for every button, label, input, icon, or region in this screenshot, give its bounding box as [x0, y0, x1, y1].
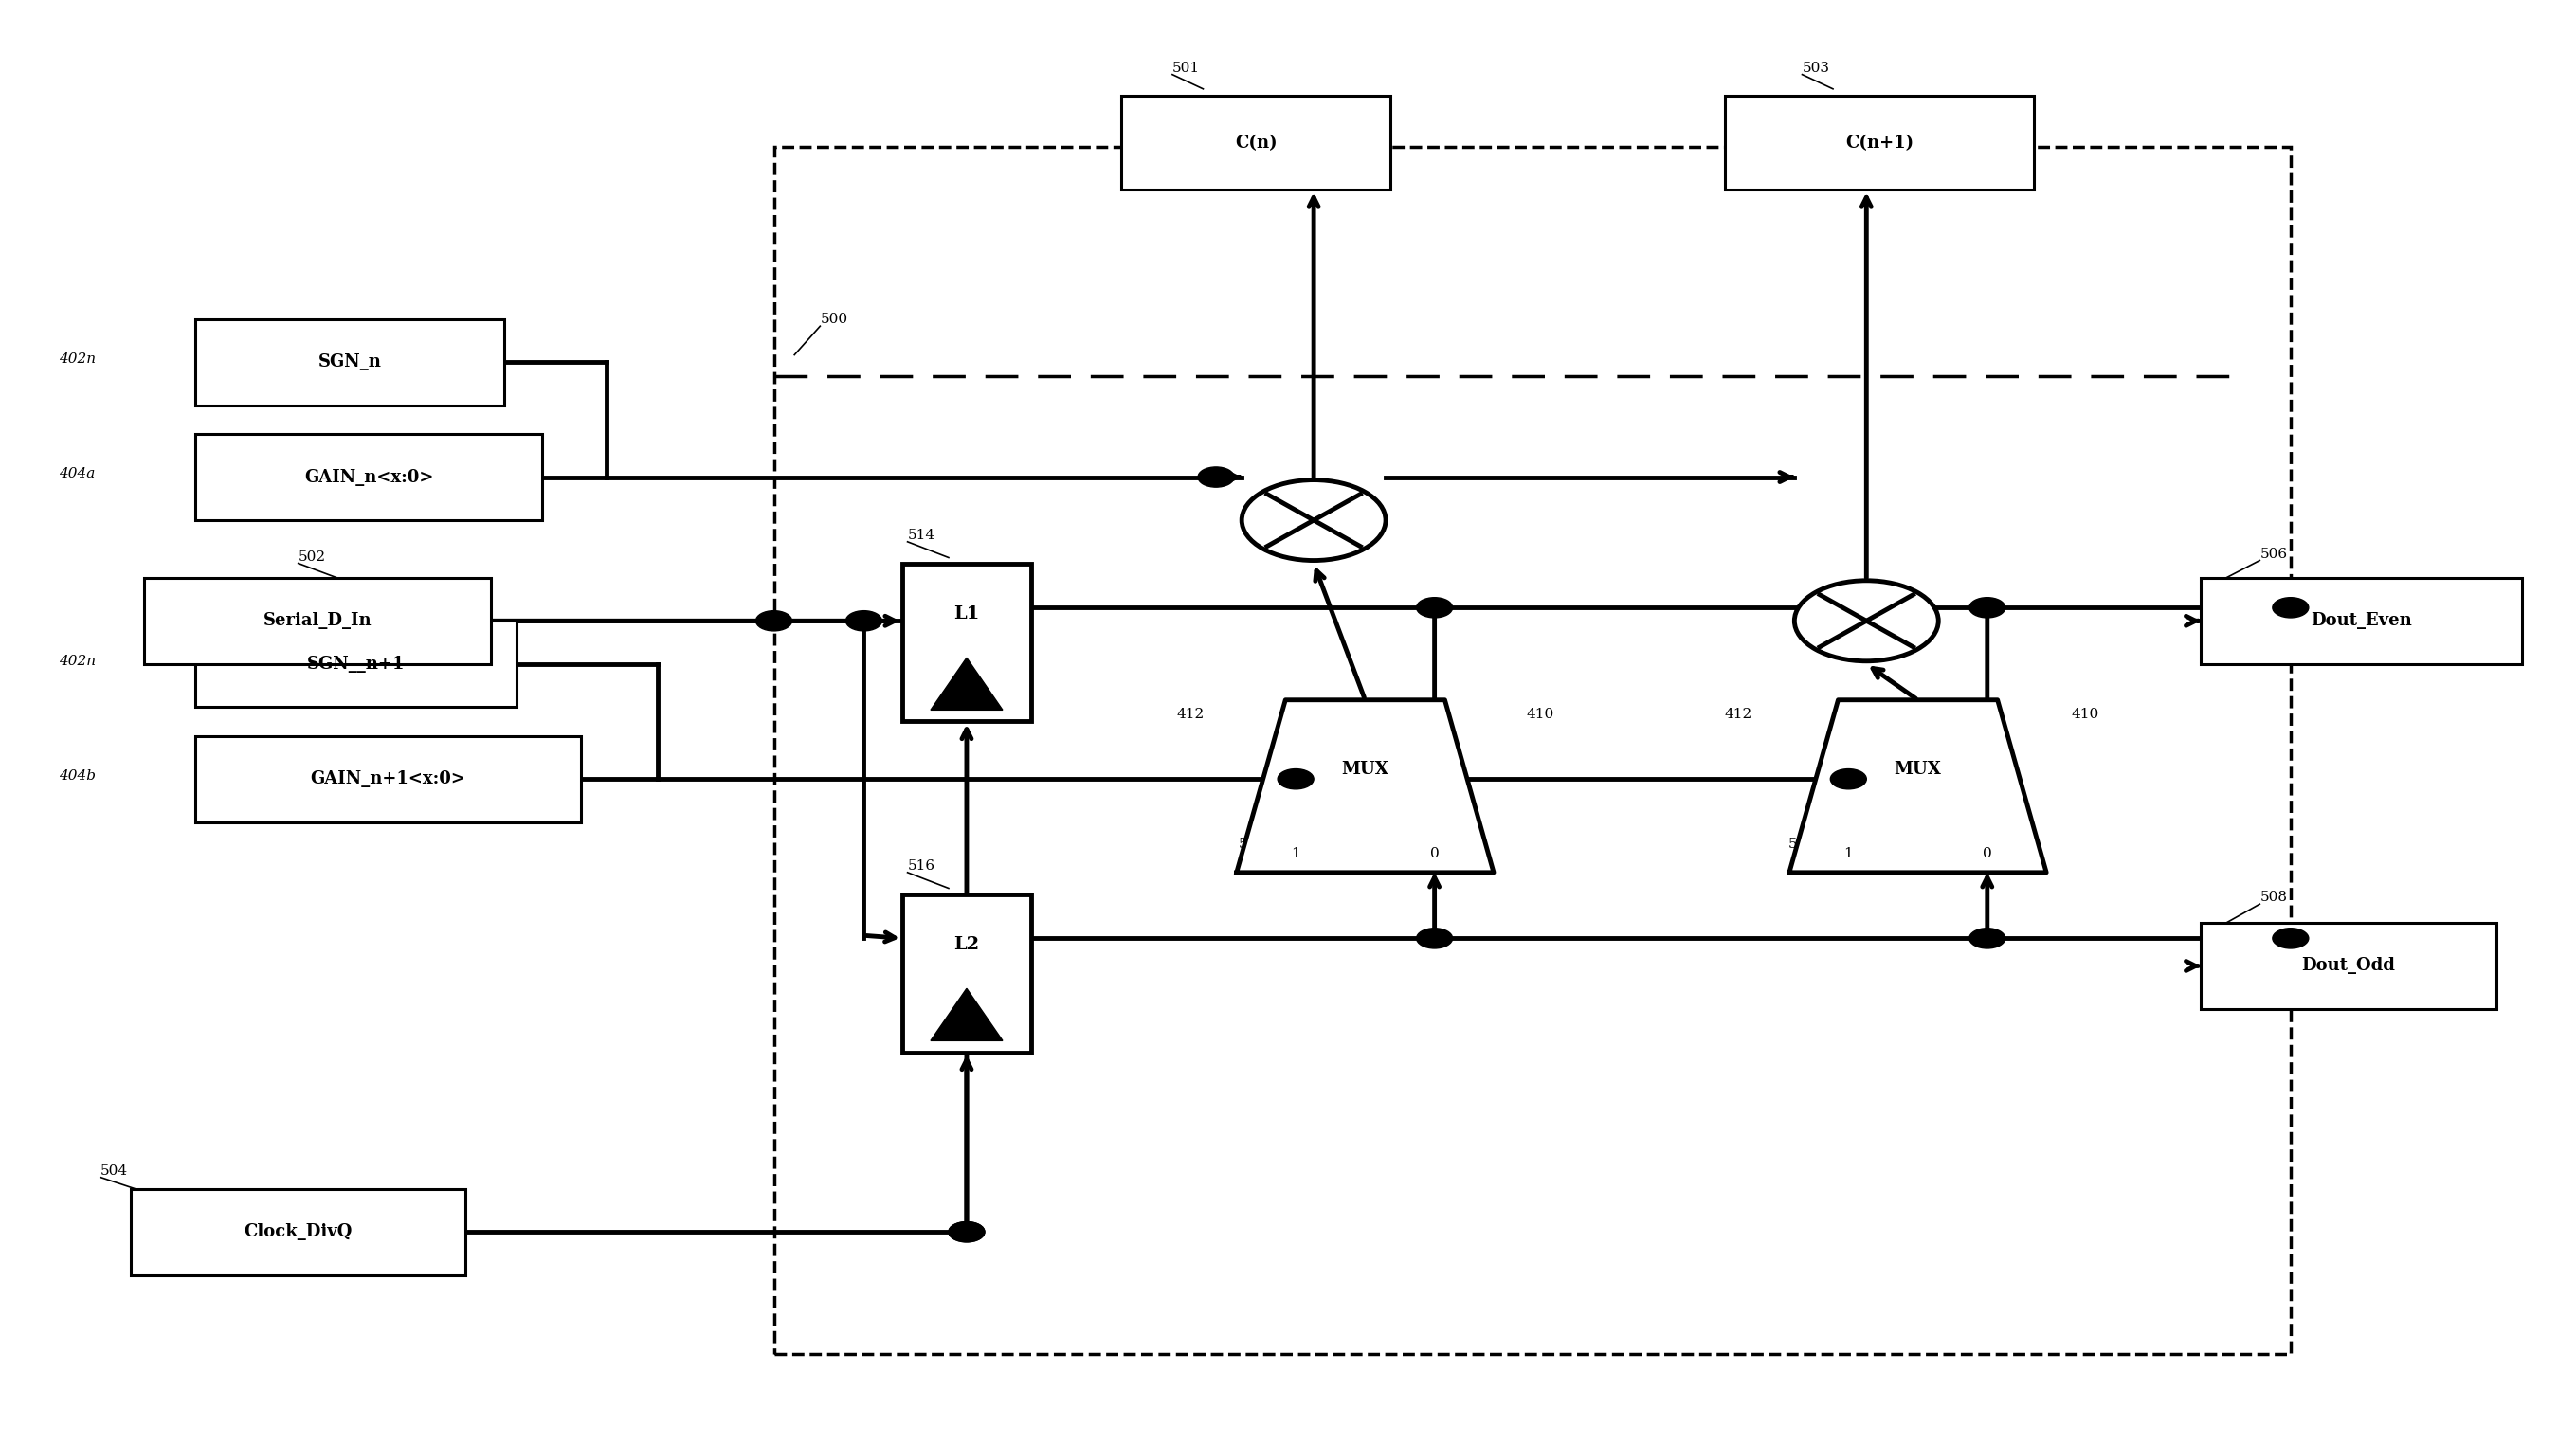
Text: 410: 410	[1525, 709, 1553, 722]
Text: GAIN_n<x:0>: GAIN_n<x:0>	[304, 469, 433, 486]
Circle shape	[1278, 769, 1314, 789]
FancyBboxPatch shape	[1121, 97, 1391, 189]
FancyBboxPatch shape	[2200, 577, 2522, 664]
Circle shape	[1968, 928, 2004, 948]
Text: Serial_D_In: Serial_D_In	[263, 612, 371, 629]
Text: 1: 1	[1291, 847, 1301, 860]
Circle shape	[948, 1222, 984, 1242]
Text: MUX: MUX	[1893, 760, 1942, 778]
Text: SGN_n: SGN_n	[317, 354, 381, 371]
Text: 512: 512	[1886, 837, 1914, 851]
Circle shape	[1968, 597, 2004, 618]
Text: 0: 0	[1430, 847, 1440, 860]
FancyBboxPatch shape	[196, 319, 505, 405]
Circle shape	[948, 1222, 984, 1242]
Polygon shape	[930, 988, 1002, 1040]
Text: L1: L1	[953, 606, 979, 622]
FancyBboxPatch shape	[196, 434, 544, 521]
Text: 0: 0	[1984, 847, 1991, 860]
Text: MUX: MUX	[1342, 760, 1388, 778]
FancyBboxPatch shape	[2200, 922, 2496, 1009]
Text: 514: 514	[907, 528, 935, 541]
Circle shape	[755, 610, 791, 631]
FancyBboxPatch shape	[196, 736, 582, 823]
Text: 500: 500	[819, 313, 848, 326]
Text: 502: 502	[299, 550, 327, 563]
Polygon shape	[1236, 700, 1494, 873]
Text: 410: 410	[2071, 709, 2099, 722]
Circle shape	[1417, 928, 1453, 948]
FancyBboxPatch shape	[131, 1189, 466, 1276]
Text: 404a: 404a	[59, 468, 95, 481]
Text: 412: 412	[1177, 709, 1203, 722]
Circle shape	[1242, 481, 1386, 560]
Text: 404b: 404b	[59, 769, 95, 782]
Text: C(n+1): C(n+1)	[1844, 134, 1914, 152]
Text: 501: 501	[1172, 61, 1200, 75]
Text: SGN__n+1: SGN__n+1	[307, 655, 404, 672]
Circle shape	[1832, 769, 1868, 789]
Polygon shape	[1790, 700, 2045, 873]
Text: Clock_DivQ: Clock_DivQ	[245, 1224, 353, 1241]
Text: 402n: 402n	[59, 352, 95, 367]
Circle shape	[2272, 928, 2308, 948]
FancyBboxPatch shape	[902, 563, 1030, 722]
Text: 506: 506	[2259, 547, 2287, 560]
Text: 510: 510	[1239, 837, 1265, 851]
Text: Dout_Odd: Dout_Odd	[2300, 957, 2396, 974]
Text: GAIN_n+1<x:0>: GAIN_n+1<x:0>	[312, 771, 466, 788]
Circle shape	[1795, 580, 1937, 661]
Text: 504: 504	[100, 1165, 129, 1177]
FancyBboxPatch shape	[196, 620, 518, 707]
FancyBboxPatch shape	[144, 577, 492, 664]
Text: 402n: 402n	[59, 655, 95, 668]
Circle shape	[1417, 597, 1453, 618]
Text: 412: 412	[1723, 709, 1752, 722]
Text: 1: 1	[1844, 847, 1852, 860]
Text: Dout_Even: Dout_Even	[2311, 612, 2411, 629]
Polygon shape	[930, 658, 1002, 710]
Text: 510: 510	[1788, 837, 1816, 851]
Circle shape	[845, 610, 881, 631]
Circle shape	[1198, 468, 1234, 488]
Text: L2: L2	[953, 937, 979, 954]
Circle shape	[2272, 597, 2308, 618]
FancyBboxPatch shape	[1726, 97, 2032, 189]
Text: 503: 503	[1803, 61, 1829, 75]
Text: 508: 508	[2259, 890, 2287, 905]
Text: C(n): C(n)	[1234, 134, 1278, 152]
Text: 512: 512	[1337, 837, 1363, 851]
Text: 516: 516	[907, 859, 935, 873]
FancyBboxPatch shape	[902, 895, 1030, 1052]
